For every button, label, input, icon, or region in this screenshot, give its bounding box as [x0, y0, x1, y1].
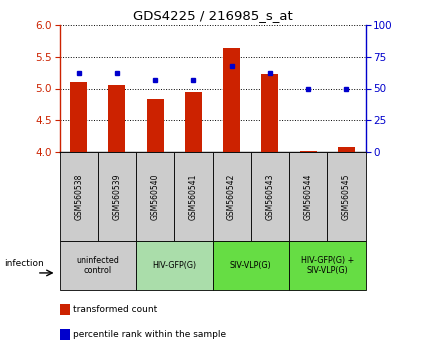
Text: SIV-VLP(G): SIV-VLP(G)	[230, 261, 272, 270]
Bar	[98, 152, 136, 241]
Bar	[70, 82, 87, 152]
Bar	[147, 99, 164, 152]
Bar	[60, 241, 136, 290]
Text: GSM560541: GSM560541	[189, 173, 198, 220]
Bar	[212, 241, 289, 290]
Text: GSM560539: GSM560539	[112, 173, 122, 220]
Text: transformed count: transformed count	[73, 305, 157, 314]
Bar	[300, 151, 317, 152]
Text: percentile rank within the sample: percentile rank within the sample	[73, 330, 226, 339]
Title: GDS4225 / 216985_s_at: GDS4225 / 216985_s_at	[133, 9, 292, 22]
Text: GSM560545: GSM560545	[342, 173, 351, 220]
Bar	[185, 92, 202, 152]
Bar	[212, 152, 251, 241]
Text: HIV-GFP(G): HIV-GFP(G)	[152, 261, 196, 270]
Bar	[289, 241, 366, 290]
Text: GSM560538: GSM560538	[74, 173, 83, 220]
Bar	[108, 85, 125, 152]
Text: GSM560542: GSM560542	[227, 173, 236, 220]
Text: uninfected
control: uninfected control	[76, 256, 119, 275]
Text: infection: infection	[4, 259, 44, 268]
Bar	[261, 74, 278, 152]
Text: HIV-GFP(G) +
SIV-VLP(G): HIV-GFP(G) + SIV-VLP(G)	[300, 256, 354, 275]
Text: GSM560544: GSM560544	[303, 173, 313, 220]
Bar	[136, 241, 212, 290]
Bar	[289, 152, 327, 241]
Bar	[327, 152, 366, 241]
Bar	[251, 152, 289, 241]
Bar	[60, 152, 98, 241]
Bar	[174, 152, 212, 241]
Bar	[338, 147, 355, 152]
Bar	[136, 152, 174, 241]
Text: GSM560540: GSM560540	[150, 173, 160, 220]
Bar	[223, 48, 240, 152]
Text: GSM560543: GSM560543	[265, 173, 275, 220]
